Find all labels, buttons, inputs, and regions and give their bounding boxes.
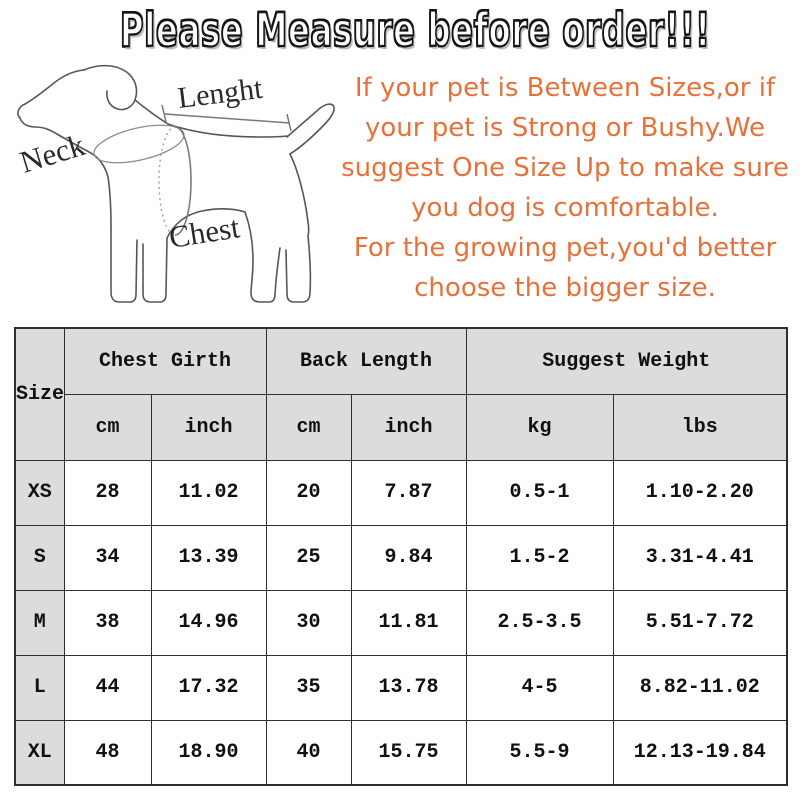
cell-weight-lbs: 5.51-7.72 xyxy=(612,589,788,656)
neck-label: Neck xyxy=(16,127,89,180)
cell-weight-kg: 2.5-3.5 xyxy=(465,589,614,656)
length-label: Lenght xyxy=(176,72,265,115)
cell-chest-inch: 14.96 xyxy=(150,589,267,656)
table-row: L 44 17.32 35 13.78 4-5 8.82-11.02 xyxy=(14,654,788,721)
dog-sketch: Neck Lenght Chest xyxy=(16,64,335,303)
unit-header-chest-cm: cm xyxy=(63,393,152,461)
cell-weight-kg: 1.5-2 xyxy=(465,524,614,591)
page-title: Please Measure before order!!! xyxy=(119,2,711,58)
cell-weight-lbs: 3.31-4.41 xyxy=(612,524,788,591)
notice-line: If your pet is Between Sizes,or if xyxy=(354,73,776,103)
cell-chest-cm: 38 xyxy=(63,589,152,656)
table-unit-header-row: cm inch cm inch kg lbs xyxy=(15,393,788,461)
chest-girth-ring xyxy=(174,126,192,236)
cell-weight-kg: 4-5 xyxy=(465,654,614,721)
chest-label: Chest xyxy=(167,209,243,255)
cell-back-cm: 40 xyxy=(265,719,352,786)
cell-back-inch: 11.81 xyxy=(350,589,467,656)
row-size-label: M xyxy=(14,589,65,656)
cell-back-cm: 25 xyxy=(265,524,352,591)
length-measure-line xyxy=(161,104,292,132)
unit-header-back-cm: cm xyxy=(265,393,352,461)
cell-weight-kg: 0.5-1 xyxy=(465,459,614,526)
back-length-group-header: Back Length xyxy=(265,327,467,395)
cell-back-inch: 15.75 xyxy=(350,719,467,786)
notice-line: For the growing pet,you'd better xyxy=(353,233,777,263)
size-column-header: Size xyxy=(14,327,65,461)
cell-chest-inch: 18.90 xyxy=(150,719,267,786)
notice-line: choose the bigger size. xyxy=(414,273,716,303)
cell-chest-cm: 34 xyxy=(63,524,152,591)
table-row: XL 48 18.90 40 15.75 5.5-9 12.13-19.84 xyxy=(14,719,788,786)
cell-back-cm: 35 xyxy=(265,654,352,721)
cell-chest-cm: 28 xyxy=(63,459,152,526)
cell-chest-cm: 48 xyxy=(63,719,152,786)
row-size-label: S xyxy=(14,524,65,591)
row-size-label: L xyxy=(14,654,65,721)
cell-back-cm: 20 xyxy=(265,459,352,526)
sizing-notice: If your pet is Between Sizes,or if your … xyxy=(330,68,800,308)
cell-weight-lbs: 1.10-2.20 xyxy=(612,459,788,526)
cell-chest-inch: 13.39 xyxy=(150,524,267,591)
cell-back-inch: 7.87 xyxy=(350,459,467,526)
chest-girth-group-header: Chest Girth xyxy=(63,327,267,395)
dog-outline xyxy=(17,64,335,303)
unit-header-weight-kg: kg xyxy=(465,393,614,461)
cell-weight-kg: 5.5-9 xyxy=(465,719,614,786)
cell-weight-lbs: 8.82-11.02 xyxy=(612,654,788,721)
cell-weight-lbs: 12.13-19.84 xyxy=(612,719,788,786)
notice-line: suggest One Size Up to make sure xyxy=(341,153,789,183)
row-size-label: XL xyxy=(14,719,65,786)
unit-header-back-inch: inch xyxy=(350,393,467,461)
unit-header-chest-inch: inch xyxy=(150,393,267,461)
notice-line: you dog is comfortable. xyxy=(411,193,719,223)
table-group-header-row: Size Chest Girth Back Length Suggest Wei… xyxy=(14,327,788,461)
notice-line: your pet is Strong or Bushy.We xyxy=(364,113,766,143)
table-row: M 38 14.96 30 11.81 2.5-3.5 5.51-7.72 xyxy=(14,589,788,656)
size-table: Size Chest Girth Back Length Suggest Wei… xyxy=(14,327,788,786)
dog-measurement-diagram: Neck Lenght Chest xyxy=(2,62,347,320)
table-row: XS 28 11.02 20 7.87 0.5-1 1.10-2.20 xyxy=(14,459,788,526)
cell-chest-cm: 44 xyxy=(63,654,152,721)
row-size-label: XS xyxy=(14,459,65,526)
cell-chest-inch: 11.02 xyxy=(150,459,267,526)
neck-girth-ring xyxy=(93,124,185,164)
cell-chest-inch: 17.32 xyxy=(150,654,267,721)
unit-header-weight-lbs: lbs xyxy=(612,393,788,461)
cell-back-cm: 30 xyxy=(265,589,352,656)
table-row: S 34 13.39 25 9.84 1.5-2 3.31-4.41 xyxy=(14,524,788,591)
cell-back-inch: 9.84 xyxy=(350,524,467,591)
suggest-weight-group-header: Suggest Weight xyxy=(465,327,788,395)
cell-back-inch: 13.78 xyxy=(350,654,467,721)
